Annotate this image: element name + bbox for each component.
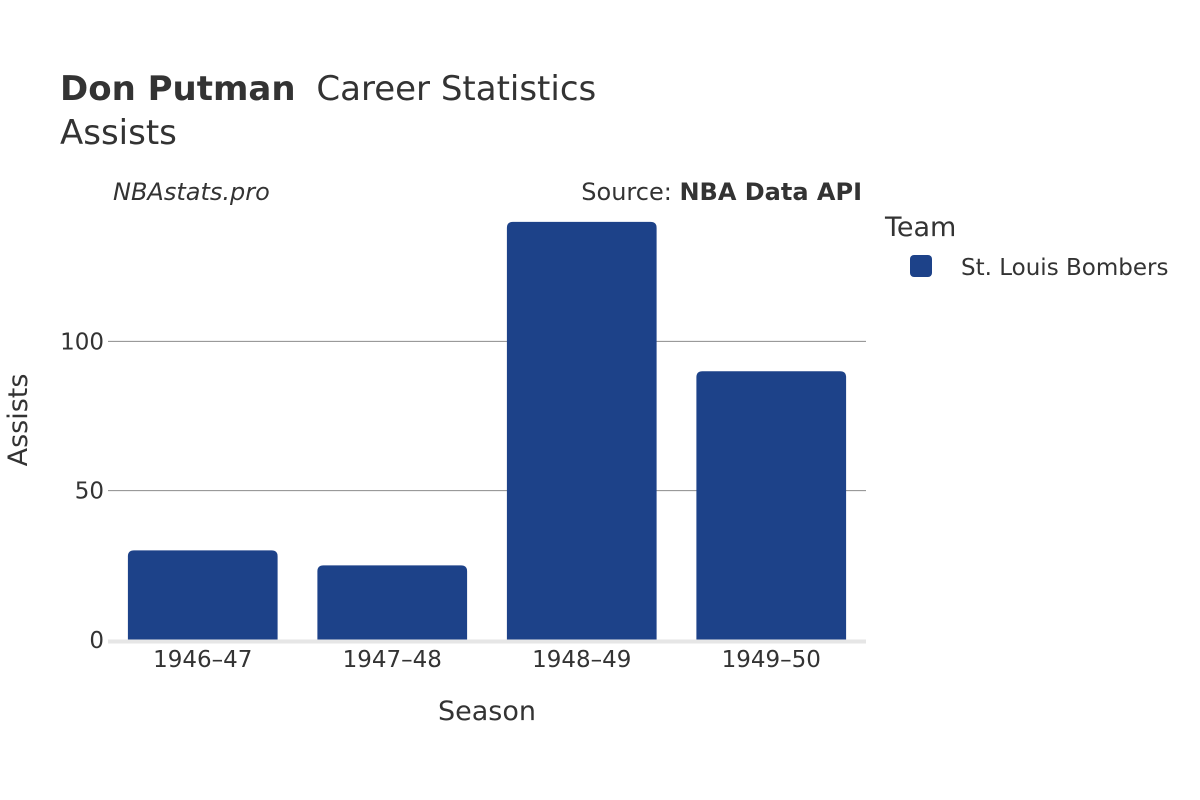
y-tick-label: 0 (89, 628, 104, 654)
bar-1947–48[interactable] (317, 565, 468, 640)
bar-1946–47[interactable] (127, 550, 278, 640)
x-tick-label: 1948–49 (532, 647, 631, 673)
bar-1948–49[interactable] (506, 221, 657, 640)
title-suffix: Career Statistics (316, 69, 596, 109)
bar-1949–50[interactable] (696, 371, 847, 640)
chart-title: Don Putman Career Statistics (60, 69, 596, 109)
source-credit: Source: NBA Data API (581, 178, 862, 206)
x-tick-label: 1947–48 (343, 647, 442, 673)
player-name: Don Putman (60, 69, 296, 109)
legend-items: St. Louis Bombers (910, 255, 1168, 281)
x-tick-label: 1946–47 (153, 647, 252, 673)
x-tick-label: 1949–50 (722, 647, 821, 673)
chart-subtitle: Assists (60, 113, 177, 153)
x-axis-title: Season (438, 696, 536, 727)
axes: 0 50 100 1946–47 1947–48 1948–49 1949–50 (60, 329, 866, 673)
legend: Team St. Louis Bombers (884, 212, 1168, 281)
legend-swatch[interactable] (910, 255, 932, 277)
y-tick-label: 100 (60, 329, 104, 355)
source-name: NBA Data API (679, 178, 862, 206)
source-prefix: Source: (581, 178, 679, 206)
legend-title: Team (884, 212, 956, 243)
legend-label[interactable]: St. Louis Bombers (961, 255, 1168, 281)
y-axis-title: Assists (3, 374, 34, 467)
site-credit: NBAstats.pro (113, 178, 270, 206)
y-tick-label: 50 (75, 479, 104, 505)
bars (127, 221, 847, 640)
